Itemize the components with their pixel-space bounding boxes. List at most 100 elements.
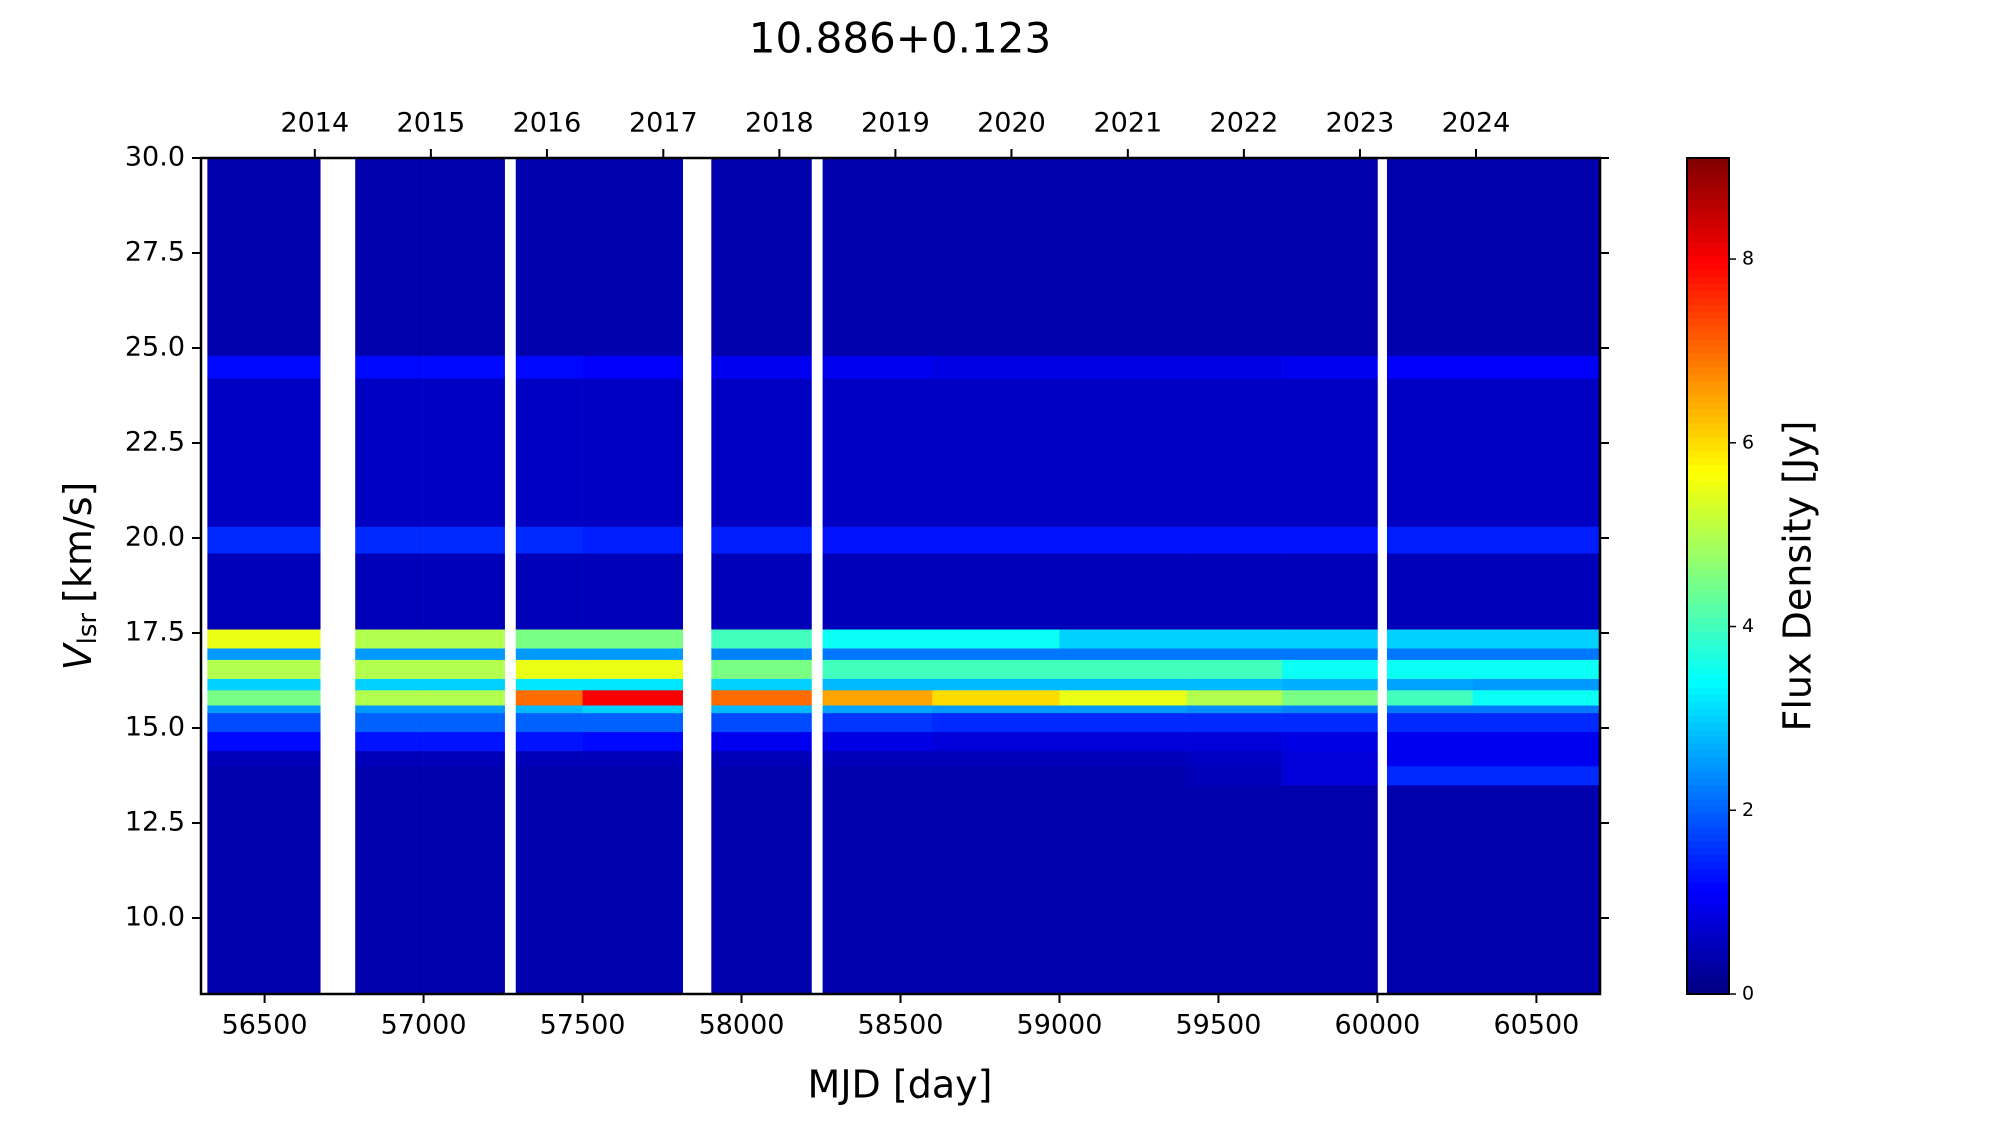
- heatmap-cell: [932, 526, 1060, 554]
- colorbar-swatch: [1687, 367, 1729, 375]
- heatmap-cell: [515, 750, 583, 767]
- heatmap-cell: [355, 553, 424, 630]
- heatmap-cell: [822, 158, 933, 356]
- colorbar-swatch: [1687, 896, 1729, 904]
- x2-tick-label: 2019: [861, 108, 930, 139]
- x-tick-label: 57000: [381, 1010, 467, 1041]
- colorbar-swatch: [1687, 631, 1729, 640]
- heatmap-cell: [1186, 705, 1283, 714]
- heatmap-cell: [711, 648, 812, 660]
- colorbar-swatch: [1687, 499, 1729, 507]
- colorbar-swatch: [1687, 826, 1729, 835]
- heatmap-cell: [515, 712, 583, 733]
- x-tick-label: 59000: [1017, 1010, 1103, 1041]
- heatmap-cell: [711, 731, 812, 752]
- heatmap-cell: [355, 526, 424, 554]
- colorbar-swatch: [1687, 673, 1729, 681]
- heatmap-cell: [711, 690, 812, 706]
- colorbar-swatch: [1687, 255, 1729, 263]
- heatmap-cell: [1282, 705, 1378, 714]
- colorbar-swatch: [1687, 429, 1729, 438]
- colorbar-swatch: [1687, 924, 1729, 932]
- heatmap-cell: [1186, 766, 1283, 786]
- colorbar-swatch: [1687, 387, 1729, 396]
- colorbar-swatch: [1687, 185, 1729, 194]
- colorbar-swatch: [1687, 861, 1729, 870]
- colorbar-swatch: [1687, 680, 1729, 688]
- colorbar-swatch: [1687, 541, 1729, 549]
- heatmap-cell: [423, 659, 505, 679]
- colorbar-swatch: [1687, 868, 1729, 877]
- heatmap-cell: [1059, 750, 1187, 767]
- colorbar-swatch: [1687, 798, 1729, 807]
- heatmap-cell: [1186, 785, 1283, 995]
- heatmap-cell: [515, 158, 583, 356]
- colorbar-swatch: [1687, 910, 1729, 918]
- heatmap-cell: [1186, 526, 1283, 554]
- heatmap-cell: [1472, 705, 1601, 714]
- colorbar-swatch: [1687, 624, 1729, 633]
- colorbar-swatch: [1687, 812, 1729, 821]
- colorbar-swatch: [1687, 443, 1729, 452]
- colorbar-swatch: [1687, 311, 1729, 319]
- heatmap-cell: [582, 158, 684, 356]
- colorbar-swatch: [1687, 290, 1729, 298]
- colorbar-tick-label: 0: [1742, 983, 1754, 1005]
- colorbar-swatch: [1687, 722, 1729, 730]
- heatmap-cell: [1282, 526, 1378, 554]
- heatmap-cell: [1059, 553, 1187, 630]
- heatmap-cell: [1386, 659, 1474, 679]
- colorbar-swatch: [1687, 158, 1729, 166]
- colorbar-swatch: [1687, 840, 1729, 849]
- colorbar-swatch: [1687, 339, 1729, 347]
- heatmap-cell: [423, 378, 505, 527]
- heatmap-cell: [1472, 378, 1601, 527]
- heatmap-cell: [711, 659, 812, 679]
- colorbar-swatch: [1687, 980, 1729, 988]
- heatmap-cell: [582, 705, 684, 714]
- heatmap-cell: [1059, 526, 1187, 554]
- colorbar-swatch: [1687, 457, 1729, 466]
- x-tick-label: 60000: [1334, 1010, 1420, 1041]
- colorbar-swatch: [1687, 617, 1729, 626]
- heatmap-cell: [1386, 648, 1474, 660]
- heatmap-cell: [822, 648, 933, 660]
- heatmap-cell: [711, 629, 812, 649]
- heatmap-cell: [1386, 553, 1474, 630]
- colorbar-swatch: [1687, 360, 1729, 368]
- heatmap-cell: [515, 355, 583, 379]
- y-label-main: V: [56, 641, 100, 670]
- y-tick-label: 15.0: [125, 712, 185, 743]
- y-tick-label: 22.5: [125, 427, 185, 458]
- colorbar-swatch: [1687, 262, 1729, 270]
- colorbar-swatch: [1687, 638, 1729, 647]
- heatmap-cell: [582, 629, 684, 649]
- heatmap-cell: [932, 750, 1060, 767]
- heatmap-cell: [1386, 690, 1474, 706]
- heatmap-cell: [1472, 731, 1601, 752]
- heatmap-cell: [932, 629, 1060, 649]
- colorbar-frame: [1686, 157, 1730, 995]
- x2-tick-label: 2020: [977, 108, 1046, 139]
- heatmap-cell: [423, 731, 505, 752]
- colorbar-swatch: [1687, 715, 1729, 723]
- colorbar-swatch: [1687, 610, 1729, 619]
- heatmap-cell: [1472, 355, 1601, 379]
- colorbar-swatch: [1687, 952, 1729, 960]
- heatmap-cell: [822, 731, 933, 752]
- heatmap-cell: [355, 158, 424, 356]
- heatmap-cell: [822, 785, 933, 995]
- heatmap-cell: [1059, 731, 1187, 752]
- heatmap-cell: [515, 731, 583, 752]
- heatmap-cell: [711, 785, 812, 995]
- colorbar-swatch: [1687, 764, 1729, 772]
- heatmap-cell: [932, 705, 1060, 714]
- heatmap-cell: [1472, 766, 1601, 786]
- heatmap-cell: [711, 766, 812, 786]
- heatmap-cell: [582, 712, 684, 733]
- heatmap-cell: [582, 355, 684, 379]
- x2-tick-label: 2024: [1442, 108, 1511, 139]
- colorbar-tick-label: 4: [1742, 615, 1754, 637]
- heatmap-cell: [822, 766, 933, 786]
- colorbar-swatch: [1687, 373, 1729, 382]
